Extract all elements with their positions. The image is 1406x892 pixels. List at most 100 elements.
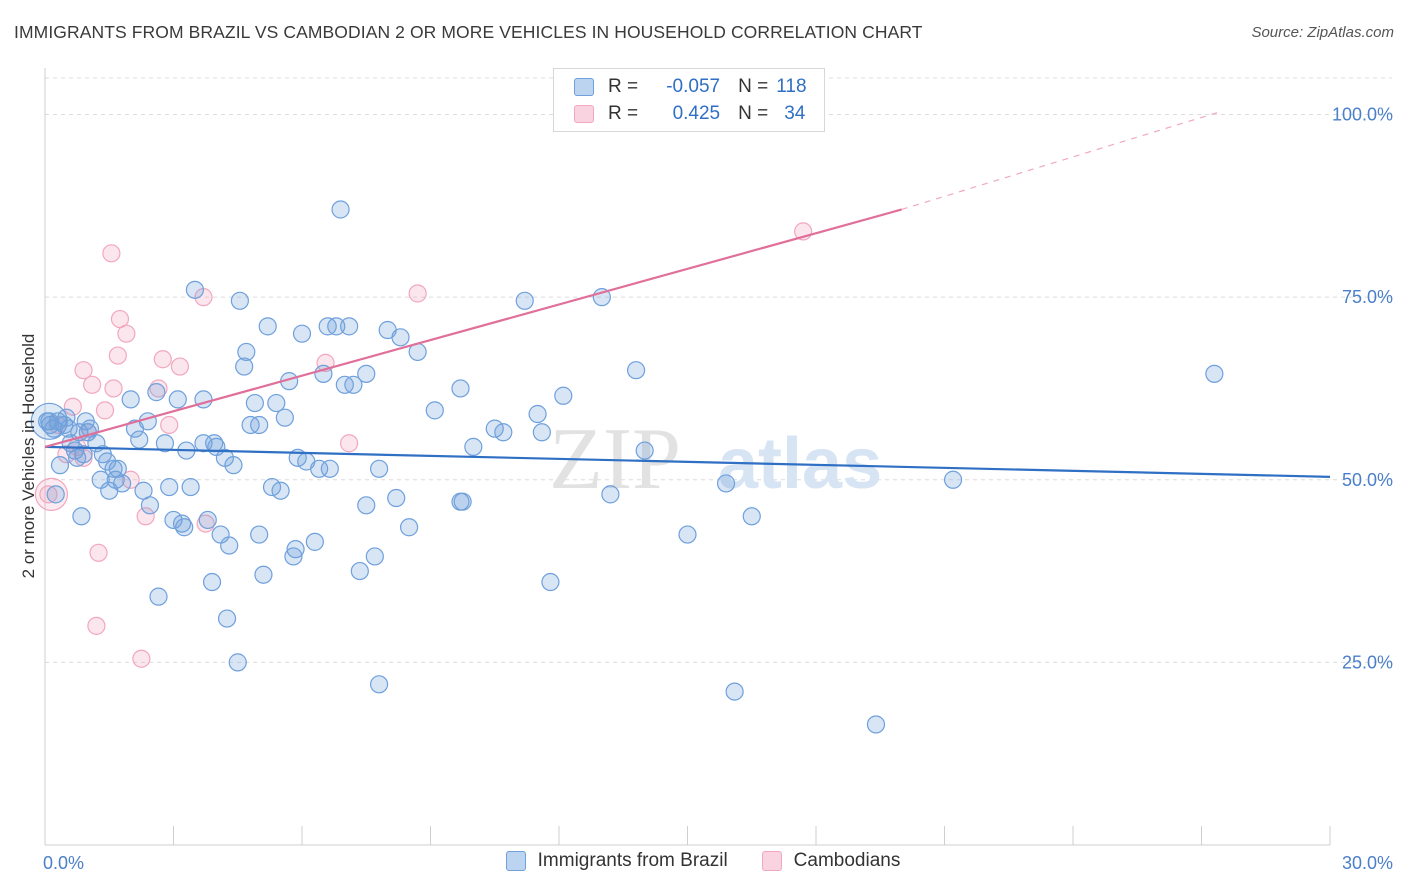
point-brazil: [532, 423, 551, 442]
point-brazil: [541, 572, 560, 592]
point-brazil: [181, 477, 200, 497]
point-brazil: [528, 404, 547, 424]
point-brazil: [357, 364, 376, 383]
point-brazil: [217, 609, 237, 628]
point-brazil: [365, 547, 384, 566]
point-brazil: [98, 452, 117, 471]
point-brazil: [464, 437, 483, 456]
point-brazil: [340, 317, 359, 336]
series-brazil: [30, 200, 1224, 734]
legend-swatch-cambodian: [761, 851, 782, 871]
legend-r-label: R =: [608, 76, 639, 97]
legend-n-value: 118: [776, 76, 807, 97]
point-cambodian: [74, 361, 93, 380]
point-brazil: [391, 328, 410, 347]
point-brazil: [357, 496, 376, 515]
chart-title: IMMIGRANTS FROM BRAZIL VS CAMBODIAN 2 OR…: [14, 22, 923, 42]
point-brazil: [112, 474, 132, 493]
point-brazil: [250, 415, 269, 435]
legend-label-cambodian: Cambodians: [793, 850, 901, 871]
point-brazil: [224, 456, 243, 475]
point-brazil: [175, 518, 194, 537]
point-brazil: [310, 459, 329, 478]
point-brazil: [678, 525, 697, 544]
point-brazil: [74, 445, 93, 464]
point-brazil: [271, 481, 290, 500]
point-brazil: [50, 456, 70, 475]
point-brazil: [59, 419, 78, 438]
legend-label-brazil: Immigrants from Brazil: [537, 850, 728, 871]
point-brazil: [451, 379, 470, 398]
legend-n-label: N =: [738, 103, 769, 124]
legend-r-label: R =: [608, 103, 639, 124]
source-label: Source: ZipAtlas.com: [1251, 24, 1394, 41]
point-brazil: [155, 434, 175, 453]
point-brazil: [626, 361, 646, 380]
point-brazil: [494, 423, 513, 442]
point-brazil: [286, 540, 305, 559]
point-brazil: [160, 477, 179, 497]
point-brazil: [228, 653, 247, 672]
x-tick-label: 30.0%: [1342, 853, 1393, 873]
point-cambodian: [87, 616, 106, 635]
point-brazil: [147, 383, 166, 402]
point-brazil: [245, 393, 264, 413]
point-cambodian: [340, 434, 359, 453]
legend-item-brazil: Immigrants from Brazil: [505, 850, 728, 872]
legend-item-cambodian: Cambodians: [761, 850, 901, 872]
point-brazil: [220, 536, 239, 555]
trend-line-brazil: [44, 445, 1331, 478]
point-brazil: [344, 375, 363, 394]
point-brazil: [72, 507, 91, 526]
tick-labels: 25.0% 50.0% 75.0% 100.0% 0.0% 30.0%: [43, 105, 1393, 873]
point-brazil: [453, 492, 472, 511]
point-brazil: [140, 496, 160, 515]
point-brazil: [267, 393, 286, 413]
y-tick-label: 50.0%: [1342, 470, 1393, 490]
point-brazil: [425, 401, 444, 420]
point-cambodian: [136, 507, 155, 526]
point-brazil: [292, 324, 312, 343]
point-cambodian: [39, 485, 58, 504]
point-cambodian: [153, 350, 172, 369]
point-brazil: [399, 518, 419, 537]
stats-legend: R = -0.057 N = 118 R = 0.425 N = 34: [553, 68, 825, 132]
point-cambodian: [160, 415, 179, 435]
axes: [44, 68, 1331, 846]
legend-n-label: N =: [738, 76, 769, 97]
point-cambodian: [63, 397, 82, 416]
point-brazil: [46, 485, 65, 504]
trend-line-cambodian: [44, 208, 902, 448]
point-brazil: [635, 441, 654, 460]
point-brazil: [370, 675, 389, 694]
legend-row-brazil: R = -0.057 N = 118: [574, 74, 807, 100]
point-brazil: [168, 390, 187, 409]
point-brazil: [138, 412, 157, 431]
point-brazil: [254, 565, 273, 584]
point-brazil: [1205, 364, 1224, 383]
point-brazil: [725, 682, 744, 701]
point-brazil: [554, 386, 573, 405]
point-brazil: [716, 474, 736, 493]
x-tick-label: 0.0%: [43, 853, 84, 873]
point-brazil: [237, 342, 256, 362]
point-cambodian: [108, 346, 127, 365]
point-cambodian: [102, 244, 121, 263]
y-tick-label: 75.0%: [1342, 287, 1393, 307]
y-tick-label: 25.0%: [1342, 652, 1393, 672]
legend-n-value: 34: [784, 103, 806, 124]
point-brazil: [943, 470, 963, 489]
point-brazil: [387, 488, 406, 508]
series-legend: Immigrants from Brazil Cambodians: [0, 850, 1406, 872]
point-brazil: [130, 430, 149, 449]
point-brazil: [320, 459, 339, 478]
point-brazil: [250, 525, 269, 544]
point-brazil: [104, 459, 123, 478]
point-cambodian: [104, 379, 123, 398]
point-brazil: [515, 291, 534, 310]
point-brazil: [350, 561, 369, 581]
legend-r-value: 0.425: [672, 103, 721, 124]
point-brazil: [331, 200, 350, 219]
point-brazil: [284, 547, 303, 566]
